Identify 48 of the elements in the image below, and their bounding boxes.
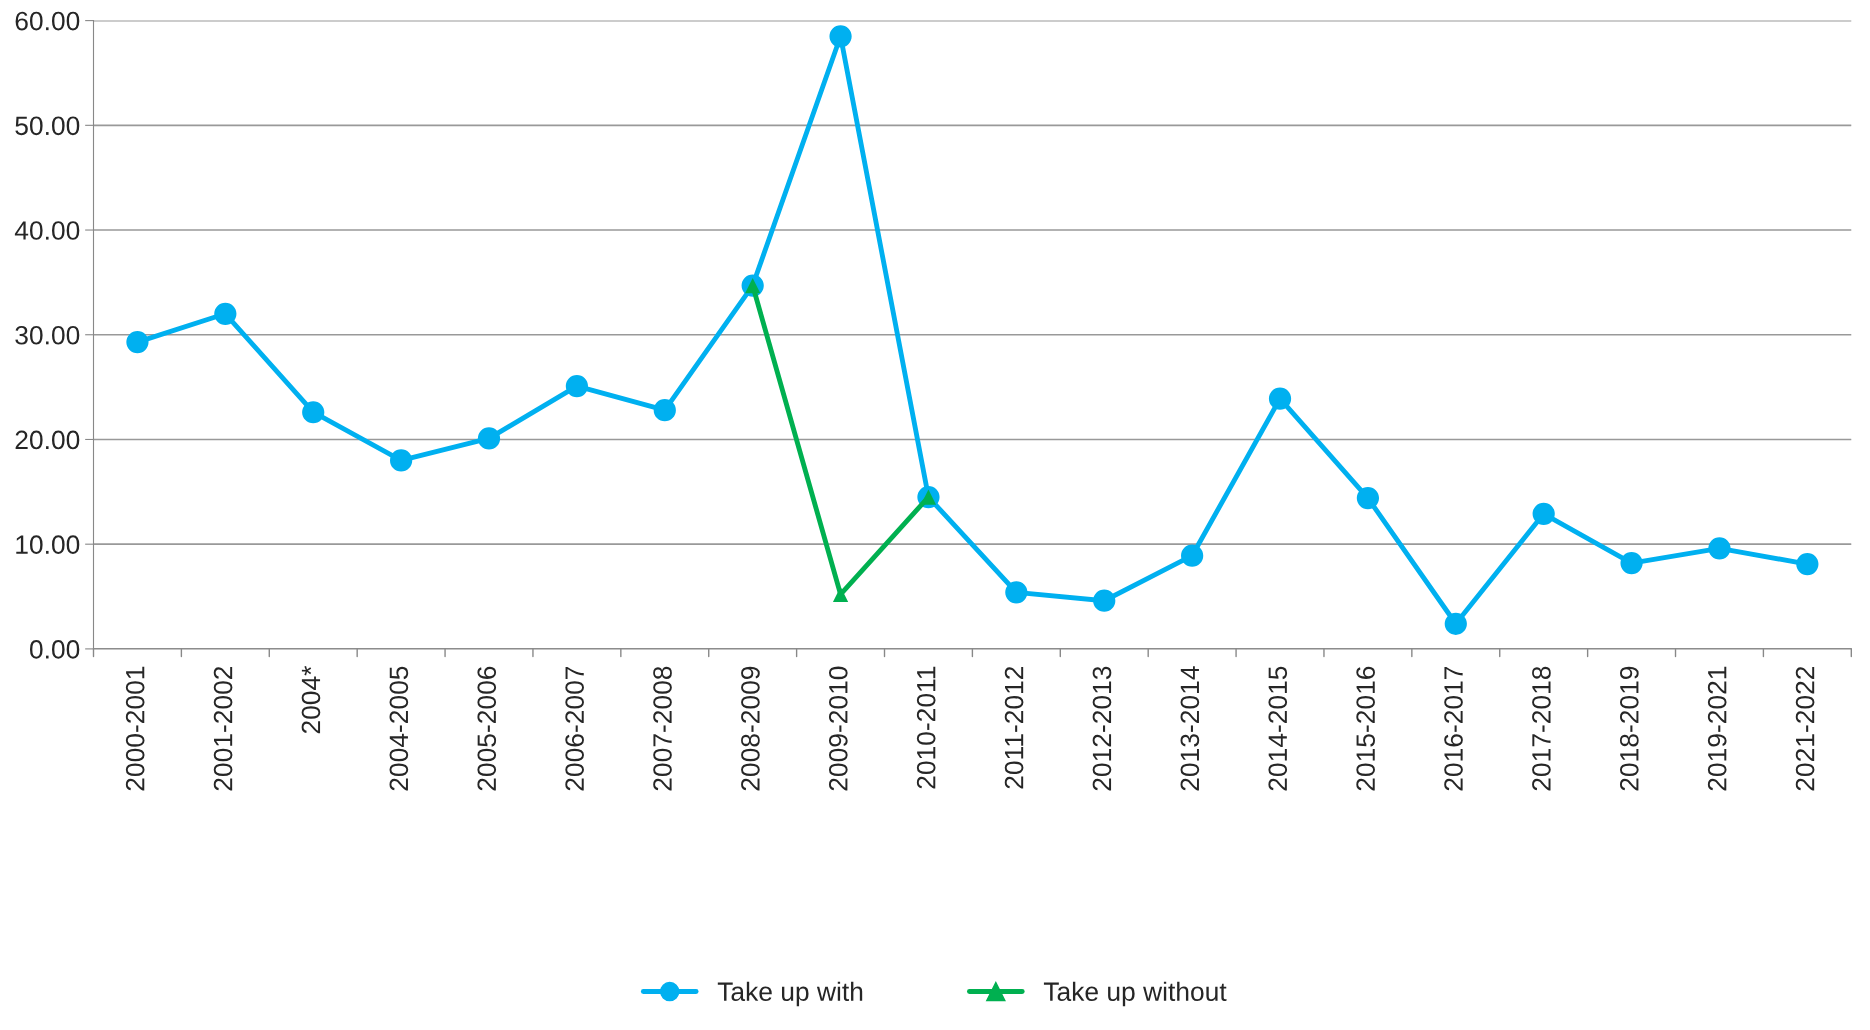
- point: [302, 401, 325, 424]
- x-tick-label: 2006-2007: [565, 666, 584, 791]
- point: [1620, 551, 1643, 575]
- point: [477, 427, 501, 450]
- y-tick-label: 30.00: [15, 325, 80, 345]
- x-tick-label: 2021-2022: [1795, 666, 1815, 791]
- y-tick-label: 40.00: [14, 221, 80, 240]
- y-tick-label: 0.00: [29, 640, 80, 659]
- y-tick-label: 20.00: [15, 430, 80, 450]
- point: [1444, 612, 1467, 635]
- x-tick-label: 2014-2015: [1268, 666, 1288, 791]
- point: [1181, 544, 1204, 567]
- x-tick-label: 2009-2010: [828, 666, 848, 791]
- x-tick-label: 2012-2013: [1092, 666, 1112, 791]
- x-tick-label: 2005-2006: [477, 666, 497, 791]
- point: [829, 25, 852, 48]
- x-tick-label: 2004-2005: [389, 666, 409, 791]
- point: [832, 586, 849, 603]
- point: [1708, 537, 1731, 560]
- point: [1796, 552, 1819, 576]
- x-tick-label: 2008-2009: [741, 666, 760, 791]
- x-tick-label: 2007-2008: [653, 666, 672, 791]
- point: [1532, 502, 1555, 525]
- x-tick-label: 2000-2001: [125, 666, 145, 791]
- point: [390, 449, 413, 472]
- point: [1268, 387, 1292, 410]
- x-tick-label: 2013-2014: [1180, 666, 1200, 791]
- x-tick-label: 2018-2019: [1619, 666, 1639, 791]
- x-tick-label: 2015-2016: [1356, 666, 1375, 791]
- point: [1356, 487, 1380, 510]
- legend-label: Take up without: [1043, 981, 1227, 1007]
- point: [1093, 589, 1116, 612]
- x-tick-label: 2019-2021: [1707, 666, 1727, 791]
- x-tick-label: 2011-2012: [1004, 666, 1024, 789]
- x-tick-label: 2001-2002: [213, 666, 233, 791]
- y-tick-label: 60.00: [15, 11, 80, 31]
- point: [565, 374, 589, 398]
- point: [126, 330, 149, 354]
- point: [653, 399, 676, 422]
- point: [214, 302, 237, 325]
- y-tick-label: 50.00: [15, 116, 80, 136]
- x-tick-label: 2016-2017: [1444, 666, 1463, 791]
- legend-label: Take up with: [717, 981, 863, 1007]
- y-tick-label: 10.00: [16, 535, 80, 555]
- x-tick-label: 2010-2011: [916, 666, 936, 789]
- x-tick-label: 2017-2018: [1532, 666, 1551, 791]
- point: [1005, 581, 1028, 604]
- x-tick-label: 2004*: [301, 665, 321, 734]
